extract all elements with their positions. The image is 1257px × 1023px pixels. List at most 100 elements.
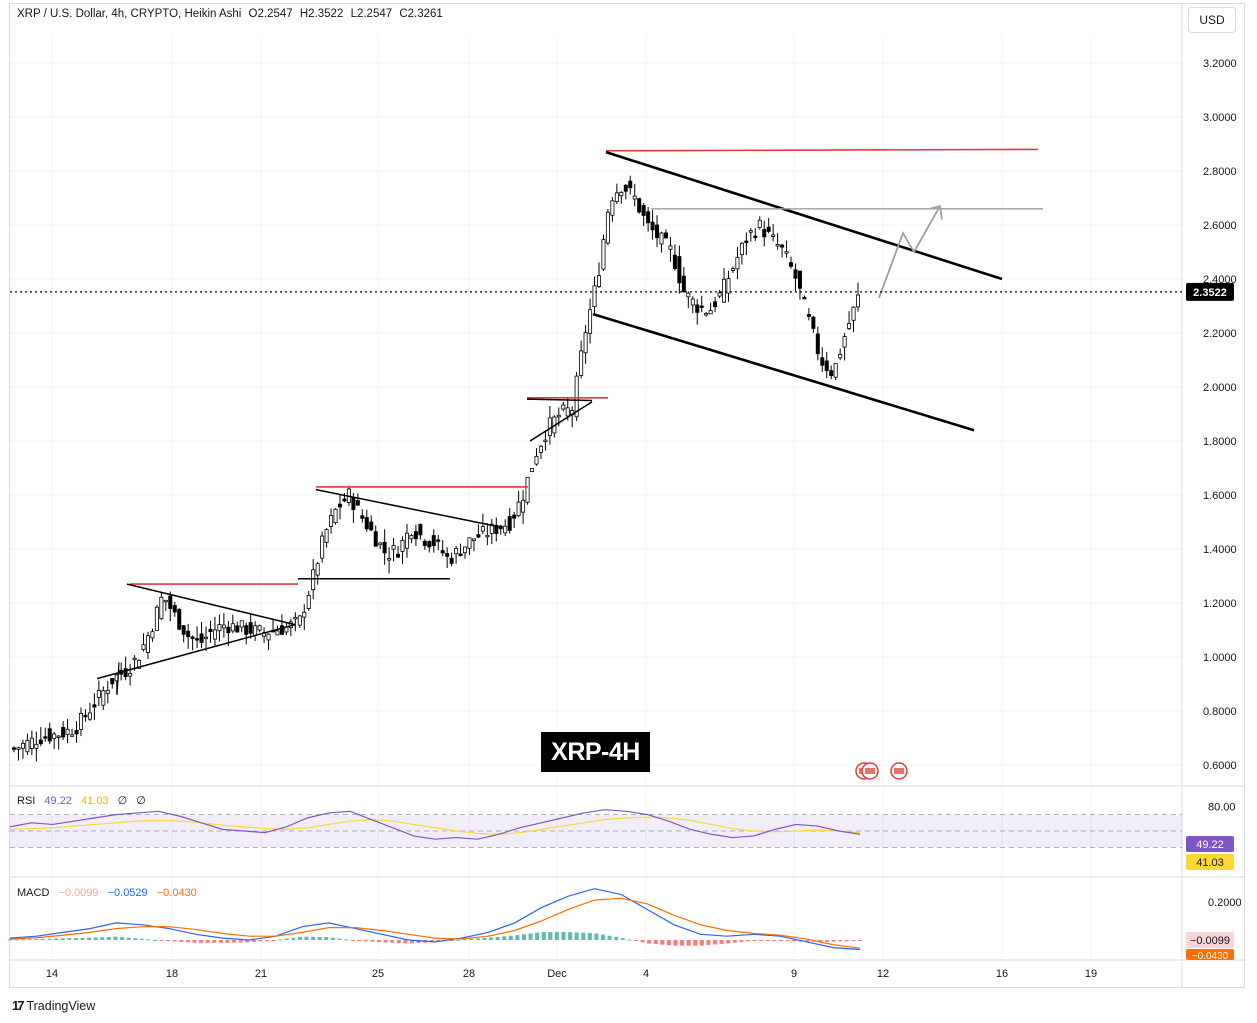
macd-histogram-bar (245, 940, 250, 943)
symbol-label[interactable]: XRP / U.S. Dollar, 4h, CRYPTO, Heikin As… (17, 8, 242, 20)
time-tick-label: 19 (1085, 968, 1097, 980)
candle-body (449, 557, 454, 564)
candle-body (704, 313, 709, 316)
macd-histogram-bar (449, 940, 454, 941)
candle-body (775, 244, 780, 247)
candle-body (279, 625, 284, 635)
macd-histogram-bar (633, 940, 638, 941)
candle-body (342, 498, 347, 502)
rsi-extra-2: ∅ (136, 795, 146, 807)
candle-body (324, 529, 329, 543)
macd-histogram-bar (838, 940, 843, 942)
candle-body (690, 298, 695, 306)
macd-histogram-bar (166, 940, 171, 942)
tradingview-label: TradingView (26, 998, 96, 1013)
candle-body (110, 677, 115, 685)
macd-histogram-bar (752, 940, 757, 941)
macd-histogram-bar (251, 940, 256, 942)
time-tick-label: 28 (463, 968, 475, 980)
candle-body (52, 733, 57, 739)
candle-body (244, 625, 249, 635)
price-tick-label: 3.0000 (1203, 112, 1237, 124)
rsi-value-badge (1186, 836, 1234, 852)
candle-body (592, 285, 597, 308)
candle-body (431, 535, 436, 547)
candle-body (20, 743, 25, 749)
candle-body (632, 195, 637, 200)
macd-histogram-bar (146, 939, 151, 941)
macd-histogram-bar (495, 936, 500, 940)
macd-histogram-bar (113, 936, 118, 940)
price-tick-label: 1.8000 (1203, 436, 1237, 448)
macd-histogram-bar (792, 940, 797, 942)
macd-histogram-bar (80, 937, 85, 940)
candle-body (811, 316, 816, 329)
rsi-value-badge-label: 49.22 (1196, 839, 1224, 851)
macd-histogram-bar (462, 939, 467, 941)
candle-body (230, 623, 235, 632)
macd-histogram-bar (212, 940, 217, 943)
candle-body (838, 354, 843, 359)
macd-histogram-bar (14, 939, 19, 941)
candle-body (235, 625, 240, 633)
macd-histogram-bar (620, 938, 625, 940)
macd-histogram-bar (271, 940, 276, 941)
currency-button[interactable]: USD (1188, 7, 1236, 33)
macd-histogram-bar (284, 938, 289, 940)
macd-histogram-bar (205, 940, 210, 943)
macd-histogram-bar (106, 936, 111, 940)
macd-signal-badge (1186, 949, 1234, 960)
candle-body (257, 625, 262, 631)
candle-body (561, 404, 566, 410)
macd-histogram-bar (660, 940, 665, 945)
time-tick-label: 14 (46, 968, 58, 980)
candle-body (195, 638, 200, 641)
candle-body (43, 736, 48, 739)
candle-body (766, 226, 771, 232)
macd-histogram-bar (680, 940, 685, 946)
candle-body (637, 198, 642, 213)
candle-body (302, 611, 307, 618)
tradingview-logo[interactable]: 17 TradingView (12, 998, 95, 1013)
candle-body (320, 535, 325, 559)
candle-body (47, 728, 52, 742)
pattern-line (126, 583, 296, 626)
macd-histogram-bar (666, 940, 671, 946)
candle-body (851, 306, 856, 321)
macd-histogram-bar (528, 933, 533, 940)
candle-body (87, 712, 92, 720)
rsi-line (9, 809, 861, 840)
pattern-line (96, 623, 296, 680)
candle-body (137, 659, 142, 669)
candle-body (565, 407, 570, 417)
macd-histogram-bar (40, 938, 45, 940)
price-tick-label: 1.6000 (1203, 490, 1237, 502)
macd-histogram-bar (568, 932, 573, 940)
candle-body (74, 729, 79, 735)
macd-histogram-bar (311, 936, 316, 940)
macd-signal-badge-label: −0.0430 (1192, 951, 1229, 962)
candle-body (168, 595, 173, 609)
macd-histogram-bar (726, 940, 731, 944)
time-tick-label: 16 (996, 968, 1008, 980)
candle-body (588, 309, 593, 334)
macd-histogram-bar (172, 940, 177, 942)
macd-histogram-bar (521, 934, 526, 940)
rsi-extra-1: ∅ (117, 795, 128, 807)
candle-body (739, 242, 744, 256)
candle-body (145, 635, 150, 653)
candle-body (199, 633, 204, 644)
candle-body (730, 268, 735, 271)
candle-body (11, 747, 16, 750)
macd-histogram-bar (825, 940, 830, 942)
macd-histogram-bar (693, 940, 698, 946)
candle-body (373, 531, 378, 547)
candle-body (418, 523, 423, 536)
candle-body (396, 553, 401, 558)
candle-body (248, 622, 253, 634)
candle-body (360, 515, 365, 519)
flag-icon (865, 768, 875, 774)
pattern-line (529, 401, 593, 442)
rsi-level-label: 80.00 (1208, 801, 1236, 813)
